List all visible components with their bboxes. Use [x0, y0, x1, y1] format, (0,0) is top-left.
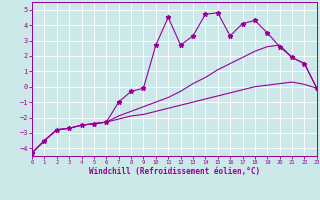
X-axis label: Windchill (Refroidissement éolien,°C): Windchill (Refroidissement éolien,°C)	[89, 167, 260, 176]
